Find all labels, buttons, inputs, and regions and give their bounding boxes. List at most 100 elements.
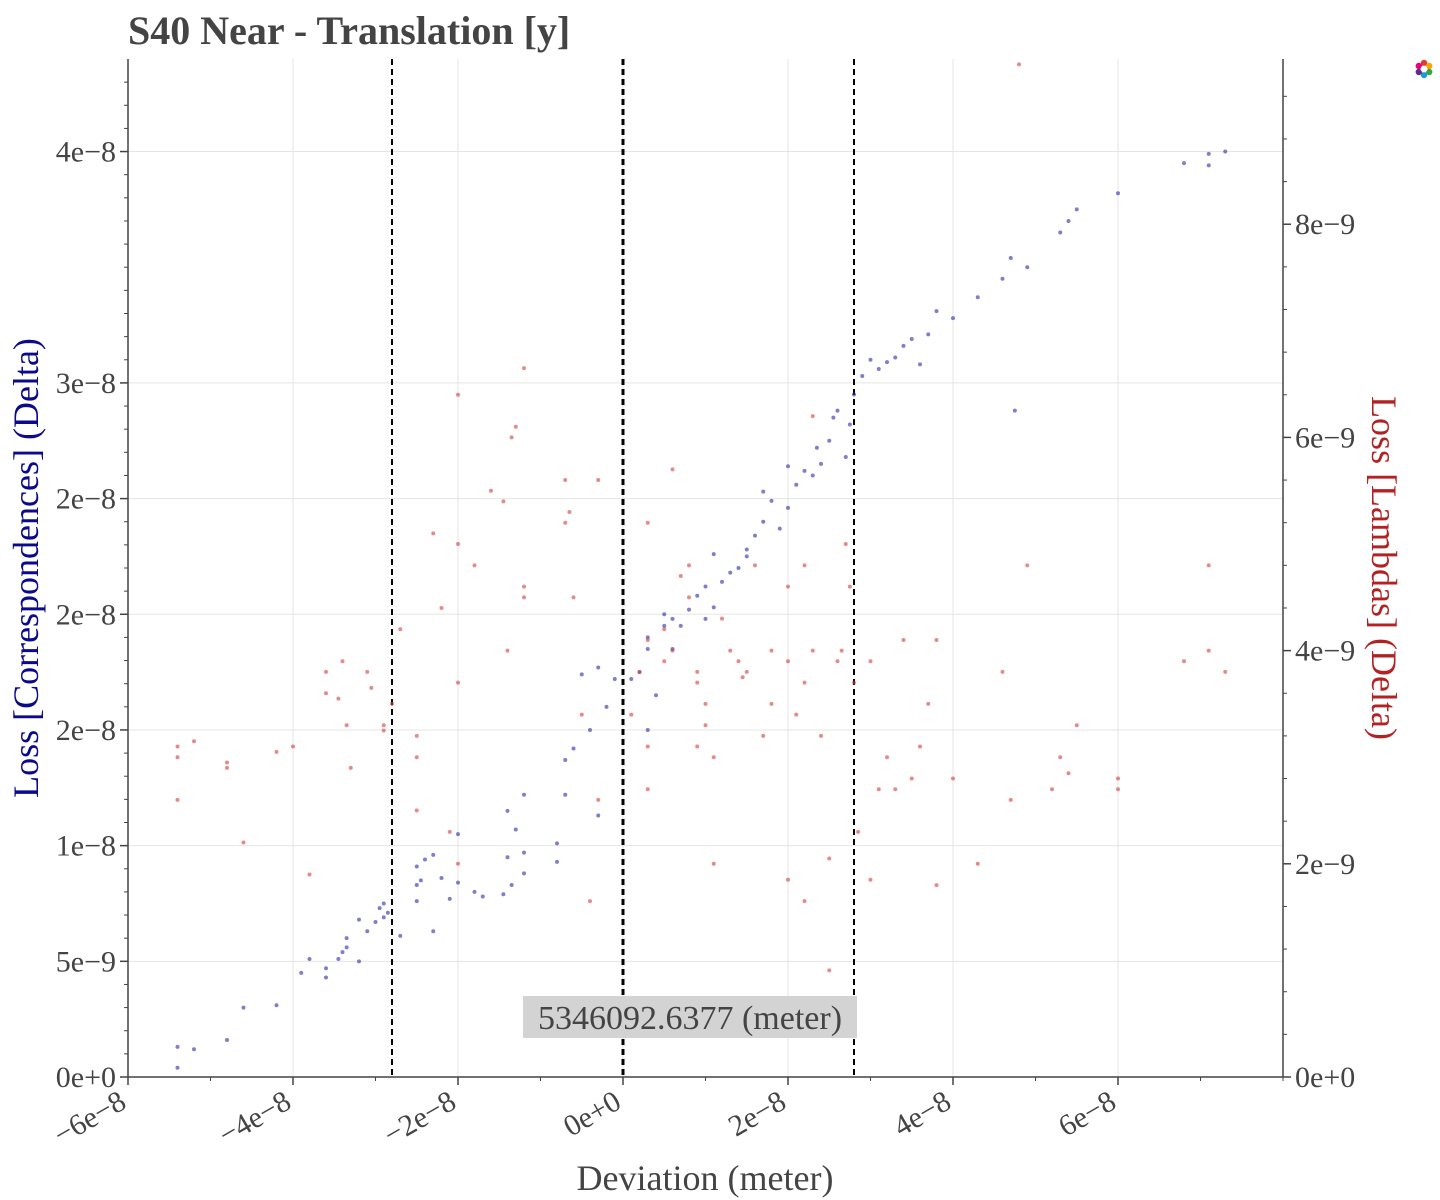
lambda-point <box>662 627 667 632</box>
lambda-point <box>1223 669 1228 674</box>
correspondence-point <box>563 792 568 797</box>
lambda-point <box>344 723 349 728</box>
lambda-point <box>522 584 526 589</box>
x-tick-label: 0e+0 <box>558 1084 627 1143</box>
correspondence-point <box>596 665 601 670</box>
correspondence-point <box>720 579 724 584</box>
correspondence-point <box>447 896 452 901</box>
correspondence-point <box>522 850 526 855</box>
lambda-point <box>175 755 180 760</box>
lambda-point <box>687 563 691 568</box>
y-left-tick-label: 0e+0 <box>56 1061 116 1094</box>
lambda-point <box>934 883 939 888</box>
correspondence-point <box>926 332 931 337</box>
correspondence-point <box>418 878 423 883</box>
lambda-point <box>703 723 708 728</box>
lambda-point <box>431 531 436 536</box>
left-y-axis-title: Loss [Correspondences] (Delta) <box>6 338 46 798</box>
lambda-point <box>926 701 931 706</box>
correspondence-point <box>951 316 955 321</box>
lambda-point <box>1074 723 1079 728</box>
correspondence-point <box>175 1065 180 1070</box>
lambda-point <box>868 877 873 882</box>
correspondence-point <box>876 367 881 372</box>
correspondence-point <box>761 489 766 494</box>
correspondence-point <box>588 727 592 732</box>
lambda-point <box>522 366 526 371</box>
lambda-point <box>852 680 856 685</box>
correspondence-point <box>336 957 341 962</box>
lambda-point <box>720 616 724 621</box>
correspondence-point <box>810 473 815 478</box>
correspondence-point <box>827 438 832 443</box>
lambda-point <box>786 584 790 589</box>
correspondence-point <box>324 975 328 980</box>
correspondence-point <box>501 892 506 897</box>
lambda-point <box>876 787 881 792</box>
correspondence-point <box>1066 218 1071 223</box>
lambda-point <box>645 787 650 792</box>
correspondence-point <box>847 422 852 427</box>
lambda-point <box>365 669 370 674</box>
correspondence-point <box>934 309 939 314</box>
lambda-point <box>579 712 584 717</box>
lambda-point <box>637 669 642 674</box>
correspondence-point <box>175 1044 180 1049</box>
x-tick-label: 6e−8 <box>1053 1084 1122 1143</box>
correspondence-point <box>241 1005 246 1010</box>
correspondence-point <box>472 889 477 894</box>
lambda-point <box>1058 755 1063 760</box>
lambda-point <box>744 669 749 674</box>
x-tick-label: −6e−8 <box>48 1084 131 1151</box>
correspondence-point <box>909 336 914 341</box>
correspondence-point <box>645 727 650 732</box>
y-left-tick-label: 2e−8 <box>56 714 116 747</box>
correspondence-point <box>324 966 328 971</box>
plot-logo-icon <box>1415 59 1433 79</box>
correspondence-point <box>728 570 733 575</box>
lambda-point <box>1025 563 1030 568</box>
lambda-point <box>893 787 898 792</box>
lambda-point <box>827 968 832 973</box>
correspondence-point <box>414 864 419 869</box>
correspondence-point <box>885 360 889 365</box>
lambda-point <box>588 899 592 904</box>
lambda-point <box>369 685 374 690</box>
lambda-point <box>885 755 889 760</box>
correspondence-point <box>612 677 617 682</box>
lambda-point <box>934 637 939 642</box>
x-tick-label: −4e−8 <box>213 1084 296 1151</box>
lambda-point <box>769 701 774 706</box>
correspondence-point <box>744 547 749 552</box>
lambda-point <box>794 712 799 717</box>
correspondence-point <box>192 1047 196 1052</box>
lambda-point <box>703 701 708 706</box>
correspondence-point <box>579 672 584 677</box>
lambda-point <box>447 829 452 834</box>
lambda-point <box>711 861 716 866</box>
lambda-point <box>324 691 328 696</box>
correspondence-point <box>274 1003 279 1008</box>
lambda-point <box>847 584 852 589</box>
lambda-point <box>522 595 526 600</box>
lambda-point <box>802 899 807 904</box>
lambda-point <box>769 648 774 653</box>
lambda-point <box>810 414 815 419</box>
lambda-point <box>398 627 403 632</box>
correspondence-point <box>794 482 799 487</box>
lambda-point <box>761 733 766 738</box>
lambda-point <box>274 749 279 754</box>
lambda-point <box>225 765 229 770</box>
correspondence-point <box>769 498 774 503</box>
correspondences-series <box>175 149 1228 1070</box>
lambda-point <box>678 573 683 578</box>
lambda-point <box>241 840 246 845</box>
lambda-point <box>695 744 700 749</box>
correspondence-point <box>596 813 601 818</box>
lambda-point <box>225 760 229 765</box>
lambda-point <box>381 728 386 733</box>
lambda-point <box>439 605 444 610</box>
right-y-axis-title: Loss [Lambdas] (Delta) <box>1364 396 1404 740</box>
correspondence-point <box>868 357 873 362</box>
